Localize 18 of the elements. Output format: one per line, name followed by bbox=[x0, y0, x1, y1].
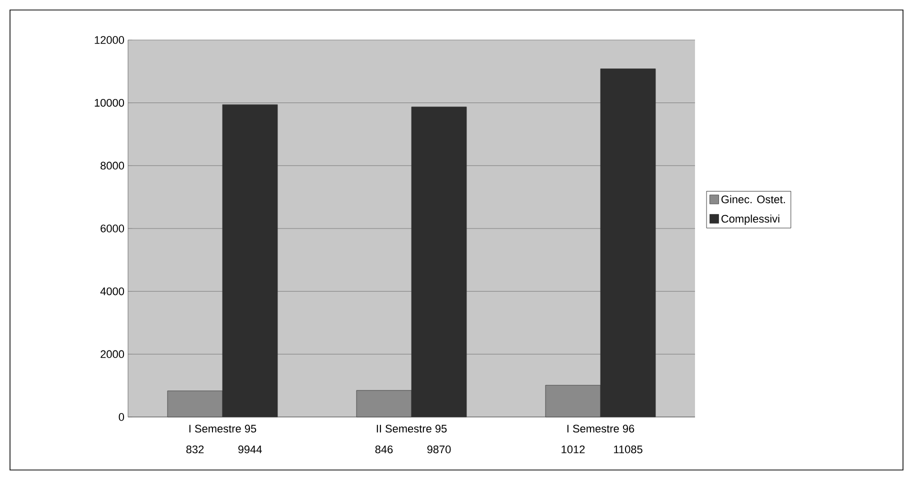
x-tick-label: I Semestre 95 bbox=[189, 424, 256, 433]
data-label: 11085 bbox=[614, 446, 642, 454]
y-tick-label: 8000 bbox=[100, 162, 124, 170]
y-tick-label: 4000 bbox=[100, 287, 124, 296]
y-tick-label: 0 bbox=[118, 413, 124, 421]
data-label: 1012 bbox=[562, 446, 585, 454]
y-tick-label: 6000 bbox=[100, 224, 124, 232]
x-tick-label: II Semestre 95 bbox=[376, 424, 447, 433]
y-tick-label: 10000 bbox=[94, 98, 124, 107]
y-tick-label: 12000 bbox=[94, 36, 124, 44]
x-tick-label: I Semestre 96 bbox=[567, 424, 634, 433]
data-label: 9944 bbox=[238, 446, 262, 454]
legend-label: Complessivi bbox=[721, 214, 780, 225]
data-label: 9870 bbox=[427, 446, 451, 454]
data-label: 846 bbox=[375, 446, 393, 454]
legend-label: Ginec. Ostet. bbox=[721, 195, 785, 204]
data-label: 832 bbox=[186, 446, 204, 454]
y-tick-label: 2000 bbox=[100, 350, 124, 358]
